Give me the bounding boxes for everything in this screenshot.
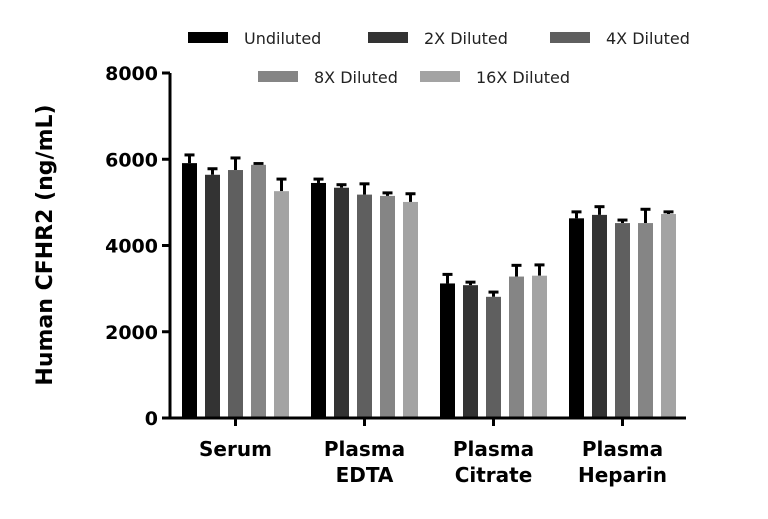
y-axis-label: Human CFHR2 (ng/mL) (33, 104, 58, 385)
legend-label: 8X Diluted (314, 68, 398, 87)
legend-label: 2X Diluted (424, 29, 508, 48)
legend-label: 4X Diluted (606, 29, 690, 48)
y-tick-label: 8000 (105, 63, 158, 85)
bar (228, 170, 243, 418)
bar (380, 195, 395, 418)
x-tick-label: Serum (199, 437, 272, 461)
bar (311, 182, 326, 418)
legend-swatch (258, 71, 298, 82)
legend-label: 16X Diluted (476, 68, 570, 87)
y-axis: 0 2000 4000 6000 8000 (105, 63, 172, 430)
x-tick-label: Heparin (578, 463, 667, 487)
bar (403, 201, 418, 418)
x-axis: Serum PlasmaEDTAPlasmaCitratePlasmaHepari… (169, 416, 686, 487)
bar (532, 275, 547, 418)
legend: Undiluted 2X Diluted 4X Diluted 8X Diluted 1… (188, 29, 690, 87)
y-tick-label: 0 (145, 408, 158, 430)
x-tick-label: Plasma (324, 437, 405, 461)
bar (592, 214, 607, 418)
legend-swatch (550, 32, 590, 43)
bar (182, 163, 197, 418)
bar (638, 223, 653, 418)
bars (182, 153, 676, 418)
bar (615, 223, 630, 418)
legend-swatch (188, 32, 228, 43)
bar (661, 214, 676, 418)
bar (251, 164, 266, 418)
bar (357, 194, 372, 418)
bar (569, 218, 584, 418)
bar (463, 285, 478, 418)
bar (334, 187, 349, 418)
bar (205, 174, 220, 418)
legend-label: Undiluted (244, 29, 321, 48)
legend-swatch (368, 32, 408, 43)
y-tick-label: 4000 (105, 236, 158, 258)
x-tick-label: Plasma (582, 437, 663, 461)
y-tick-label: 6000 (105, 149, 158, 171)
legend-swatch (420, 71, 460, 82)
x-tick-label: EDTA (336, 463, 394, 487)
x-tick-label: Citrate (455, 463, 533, 487)
bar (440, 283, 455, 418)
bar (486, 296, 501, 418)
bar (274, 191, 289, 418)
x-tick-label: Plasma (453, 437, 534, 461)
bar (509, 276, 524, 418)
y-tick-label: 2000 (105, 322, 158, 344)
